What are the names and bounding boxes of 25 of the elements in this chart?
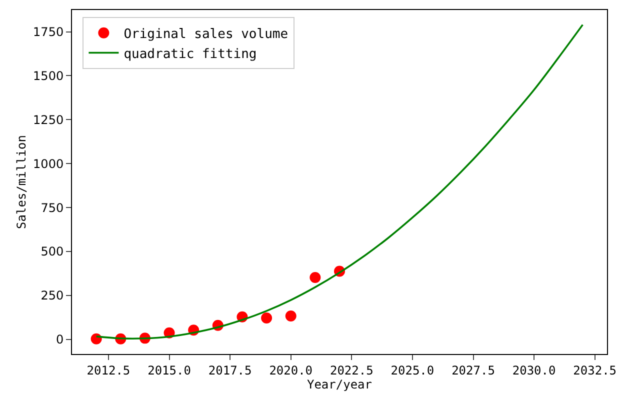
x-tick-label: 2025.0 <box>390 363 434 378</box>
point <box>261 312 272 324</box>
x-tick-label: 2015.0 <box>148 363 191 378</box>
y-tick-label: 1500 <box>33 68 64 83</box>
point <box>90 333 102 344</box>
x-tick-label: 2012.5 <box>86 363 130 378</box>
y-tick-label: 1250 <box>33 112 64 127</box>
point <box>285 310 296 322</box>
y-tick-label: 250 <box>40 288 64 303</box>
x-tick-label: 2030.0 <box>512 363 556 378</box>
x-tick-label: 2027.5 <box>452 363 495 378</box>
x-axis-title: Year/year <box>306 377 372 392</box>
point <box>310 272 321 284</box>
x-tick-label: 2017.5 <box>208 363 252 378</box>
x-tick-label: 2032.5 <box>573 363 617 378</box>
y-tick-label: 500 <box>40 244 64 259</box>
legend-label: quadratic fitting <box>124 46 257 62</box>
x-tick-label: 2022.5 <box>330 363 374 378</box>
y-tick-label: 1750 <box>33 25 64 39</box>
x-tick-label: 2020.0 <box>269 363 313 378</box>
y-tick-label: 750 <box>40 200 64 215</box>
y-tick-label: 0 <box>56 332 64 347</box>
legend-label: Original sales volume <box>124 26 288 42</box>
y-axis-title: Sales/million <box>14 135 28 229</box>
y-tick-label: 1000 <box>33 156 64 171</box>
